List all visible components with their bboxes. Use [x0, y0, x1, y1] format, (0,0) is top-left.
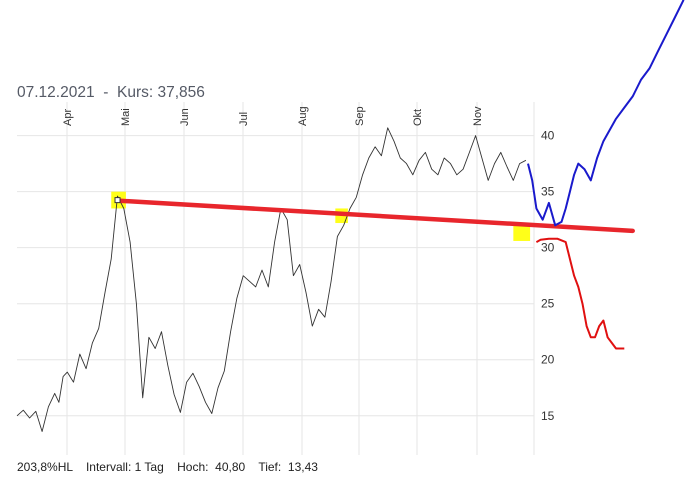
x-tick-label: Jun — [179, 108, 191, 126]
grid — [17, 102, 535, 455]
y-axis-ticks: 15 20 25 30 35 40 — [541, 129, 555, 423]
y-tick-label: 40 — [541, 129, 555, 143]
highlight-box — [513, 225, 531, 241]
bull-scenario-line — [527, 0, 685, 227]
x-tick-label: Jul — [238, 112, 250, 126]
trendline — [115, 198, 635, 234]
chart-header: 07.12.2021 - Kurs: 37,856 — [17, 84, 205, 102]
x-tick-label: Mai — [120, 108, 132, 126]
footer-interval-value: 1 Tag — [134, 460, 164, 474]
price-series — [16, 127, 527, 432]
footer-low-label: Tief: — [258, 460, 282, 474]
x-tick-label: Sep — [354, 106, 366, 126]
footer-hl: 203,8%HL — [17, 460, 73, 474]
highlight-boxes — [111, 191, 531, 241]
y-tick-label: 15 — [541, 409, 555, 423]
x-tick-label: Okt — [412, 109, 424, 126]
footer-high-value: 40,80 — [215, 460, 246, 474]
footer-high-label: Hoch: — [177, 460, 209, 474]
x-tick-label: Aug — [297, 106, 309, 126]
x-tick-label: Nov — [472, 106, 484, 126]
y-tick-label: 20 — [541, 353, 555, 367]
x-axis-ticks: Apr Mai Jun Jul Aug Sep Okt Nov — [62, 106, 484, 126]
header-date: 07.12.2021 — [17, 84, 95, 101]
header-price-label: Kurs: — [117, 84, 154, 101]
bear-scenario-line — [535, 237, 625, 350]
y-tick-label: 35 — [541, 185, 555, 199]
header-price-value: 37,856 — [157, 84, 205, 101]
price-line — [16, 127, 527, 432]
footer-low-value: 13,43 — [287, 460, 318, 474]
footer-interval-label: Intervall: — [85, 460, 132, 474]
header-separator: - — [103, 84, 109, 101]
trendline-layer — [114, 197, 635, 234]
chart-footer: 203,8%HL Intervall: 1 Tag Hoch: 40,80 Ti… — [17, 460, 318, 474]
scenario-layer — [527, 0, 685, 350]
trendline-anchor — [114, 197, 121, 204]
x-tick-label: Apr — [62, 109, 74, 126]
y-tick-label: 30 — [541, 241, 555, 255]
y-tick-label: 25 — [541, 297, 555, 311]
